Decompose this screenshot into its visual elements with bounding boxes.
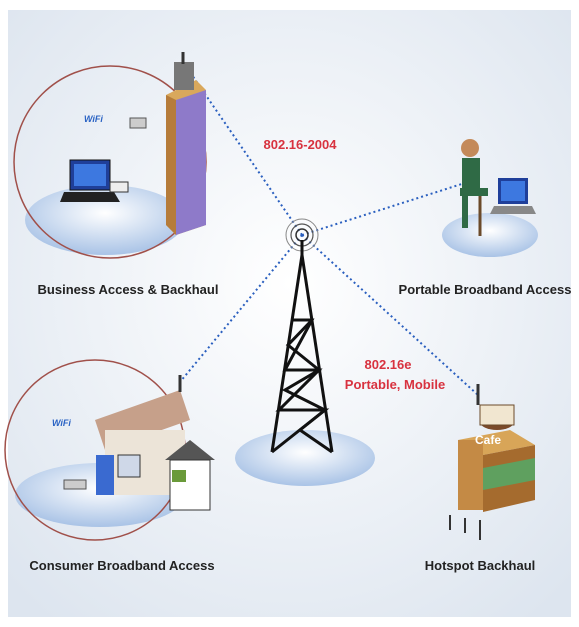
cafe-sign: Cafe bbox=[475, 433, 501, 447]
node-label: Hotspot Backhaul bbox=[425, 558, 536, 573]
wifi-label: WiFi bbox=[84, 114, 103, 124]
wifi-label: WiFi bbox=[52, 418, 71, 428]
node-label: Consumer Broadband Access bbox=[29, 558, 214, 573]
diagram: WiFi Business Access & Backhaul Portable… bbox=[0, 0, 579, 627]
standard-label: 802.16e bbox=[365, 357, 412, 372]
node-label: Business Access & Backhaul bbox=[38, 282, 219, 297]
node-label: Portable Broadband Access bbox=[399, 282, 572, 297]
standard-note: Portable, Mobile bbox=[345, 377, 445, 392]
standard-label: 802.16-2004 bbox=[263, 137, 337, 152]
